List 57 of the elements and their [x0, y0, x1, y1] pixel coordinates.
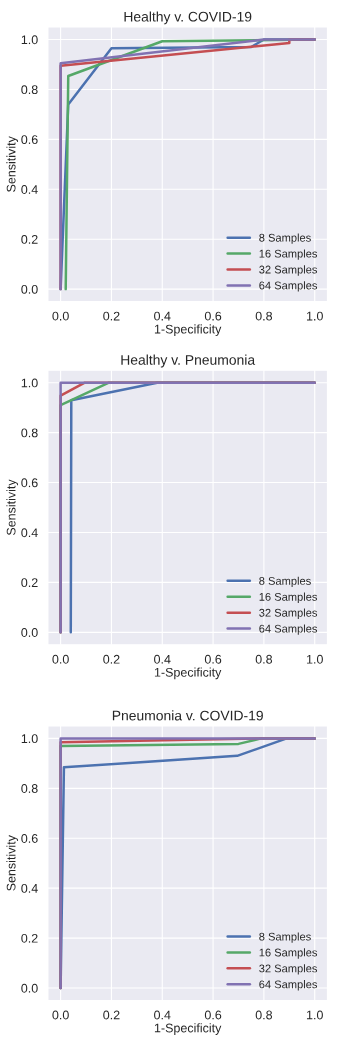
x-tick-label: 0.4: [154, 311, 171, 321]
y-tick-label: 0.4: [21, 883, 38, 893]
y-tick-label: 0.2: [21, 578, 38, 588]
x-tick-label: 0.2: [103, 1010, 120, 1020]
legend-label: 32 Samples: [259, 964, 318, 975]
x-tick-label: 1.0: [306, 654, 323, 664]
x-tick-label: 0.4: [154, 1010, 171, 1020]
x-tick-label: 0.4: [154, 654, 171, 664]
y-tick-label: 0.0: [21, 628, 38, 637]
y-tick-label: 0.8: [21, 784, 38, 793]
legend-label: 64 Samples: [259, 980, 318, 991]
y-tick-label: 0.8: [21, 85, 38, 95]
chart-title: Healthy v. Pneumonia: [121, 354, 256, 368]
y-tick-label: 0.8: [21, 428, 38, 438]
x-axis-title: 1-Specificity: [154, 667, 222, 680]
y-tick-label: 0.4: [21, 185, 38, 194]
x-tick-label: 0.8: [255, 654, 273, 664]
y-axis-title: Sensitivity: [6, 835, 19, 891]
y-tick-label: 0.2: [21, 235, 38, 244]
x-tick-label: 0.6: [204, 1010, 222, 1020]
x-tick-label: 0.2: [103, 311, 120, 321]
x-tick-label: 0.8: [255, 311, 273, 321]
legend-label: 8 Samples: [259, 576, 311, 588]
x-axis-title: 1-Specificity: [154, 1023, 222, 1035]
x-tick-label: 1.0: [306, 311, 323, 321]
y-tick-label: 0.6: [21, 135, 38, 145]
legend-label: 16 Samples: [259, 948, 318, 959]
legend-label: 64 Samples: [259, 624, 318, 635]
x-tick-label: 0.6: [204, 654, 222, 664]
y-tick-label: 0.2: [21, 933, 38, 943]
x-tick-label: 0.6: [204, 311, 222, 321]
legend-label: 32 Samples: [259, 265, 318, 276]
y-axis-title: Sensitivity: [6, 136, 19, 192]
chart-title: Pneumonia v. COVID-19: [112, 710, 263, 721]
legend-label: 32 Samples: [259, 608, 318, 619]
x-tick-label: 0.8: [255, 1010, 273, 1020]
x-axis-title: 1-Specificity: [154, 324, 222, 337]
x-tick-label: 0.0: [52, 654, 69, 664]
legend-label: 8 Samples: [259, 233, 311, 244]
y-tick-label: 1.0: [21, 35, 38, 45]
x-tick-label: 1.0: [306, 1010, 323, 1020]
legend-label: 8 Samples: [259, 932, 311, 943]
chart-title: Healthy v. COVID-19: [124, 11, 252, 25]
y-tick-label: 0.0: [21, 284, 38, 294]
y-axis-title: Sensitivity: [6, 479, 19, 536]
y-tick-label: 0.0: [21, 983, 38, 993]
y-tick-label: 1.0: [21, 378, 38, 388]
x-tick-label: 0.2: [103, 654, 120, 664]
x-tick-label: 0.0: [52, 1010, 69, 1020]
legend-label: 16 Samples: [259, 592, 318, 603]
y-tick-label: 0.6: [21, 834, 38, 843]
y-tick-label: 0.6: [21, 478, 38, 488]
x-tick-label: 0.0: [52, 311, 69, 321]
legend-label: 64 Samples: [259, 281, 318, 292]
y-tick-label: 0.4: [21, 528, 38, 538]
y-tick-label: 1.0: [21, 734, 38, 744]
legend-label: 16 Samples: [259, 249, 318, 260]
